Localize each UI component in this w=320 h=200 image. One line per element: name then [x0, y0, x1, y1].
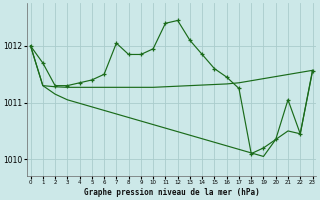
X-axis label: Graphe pression niveau de la mer (hPa): Graphe pression niveau de la mer (hPa) — [84, 188, 260, 197]
